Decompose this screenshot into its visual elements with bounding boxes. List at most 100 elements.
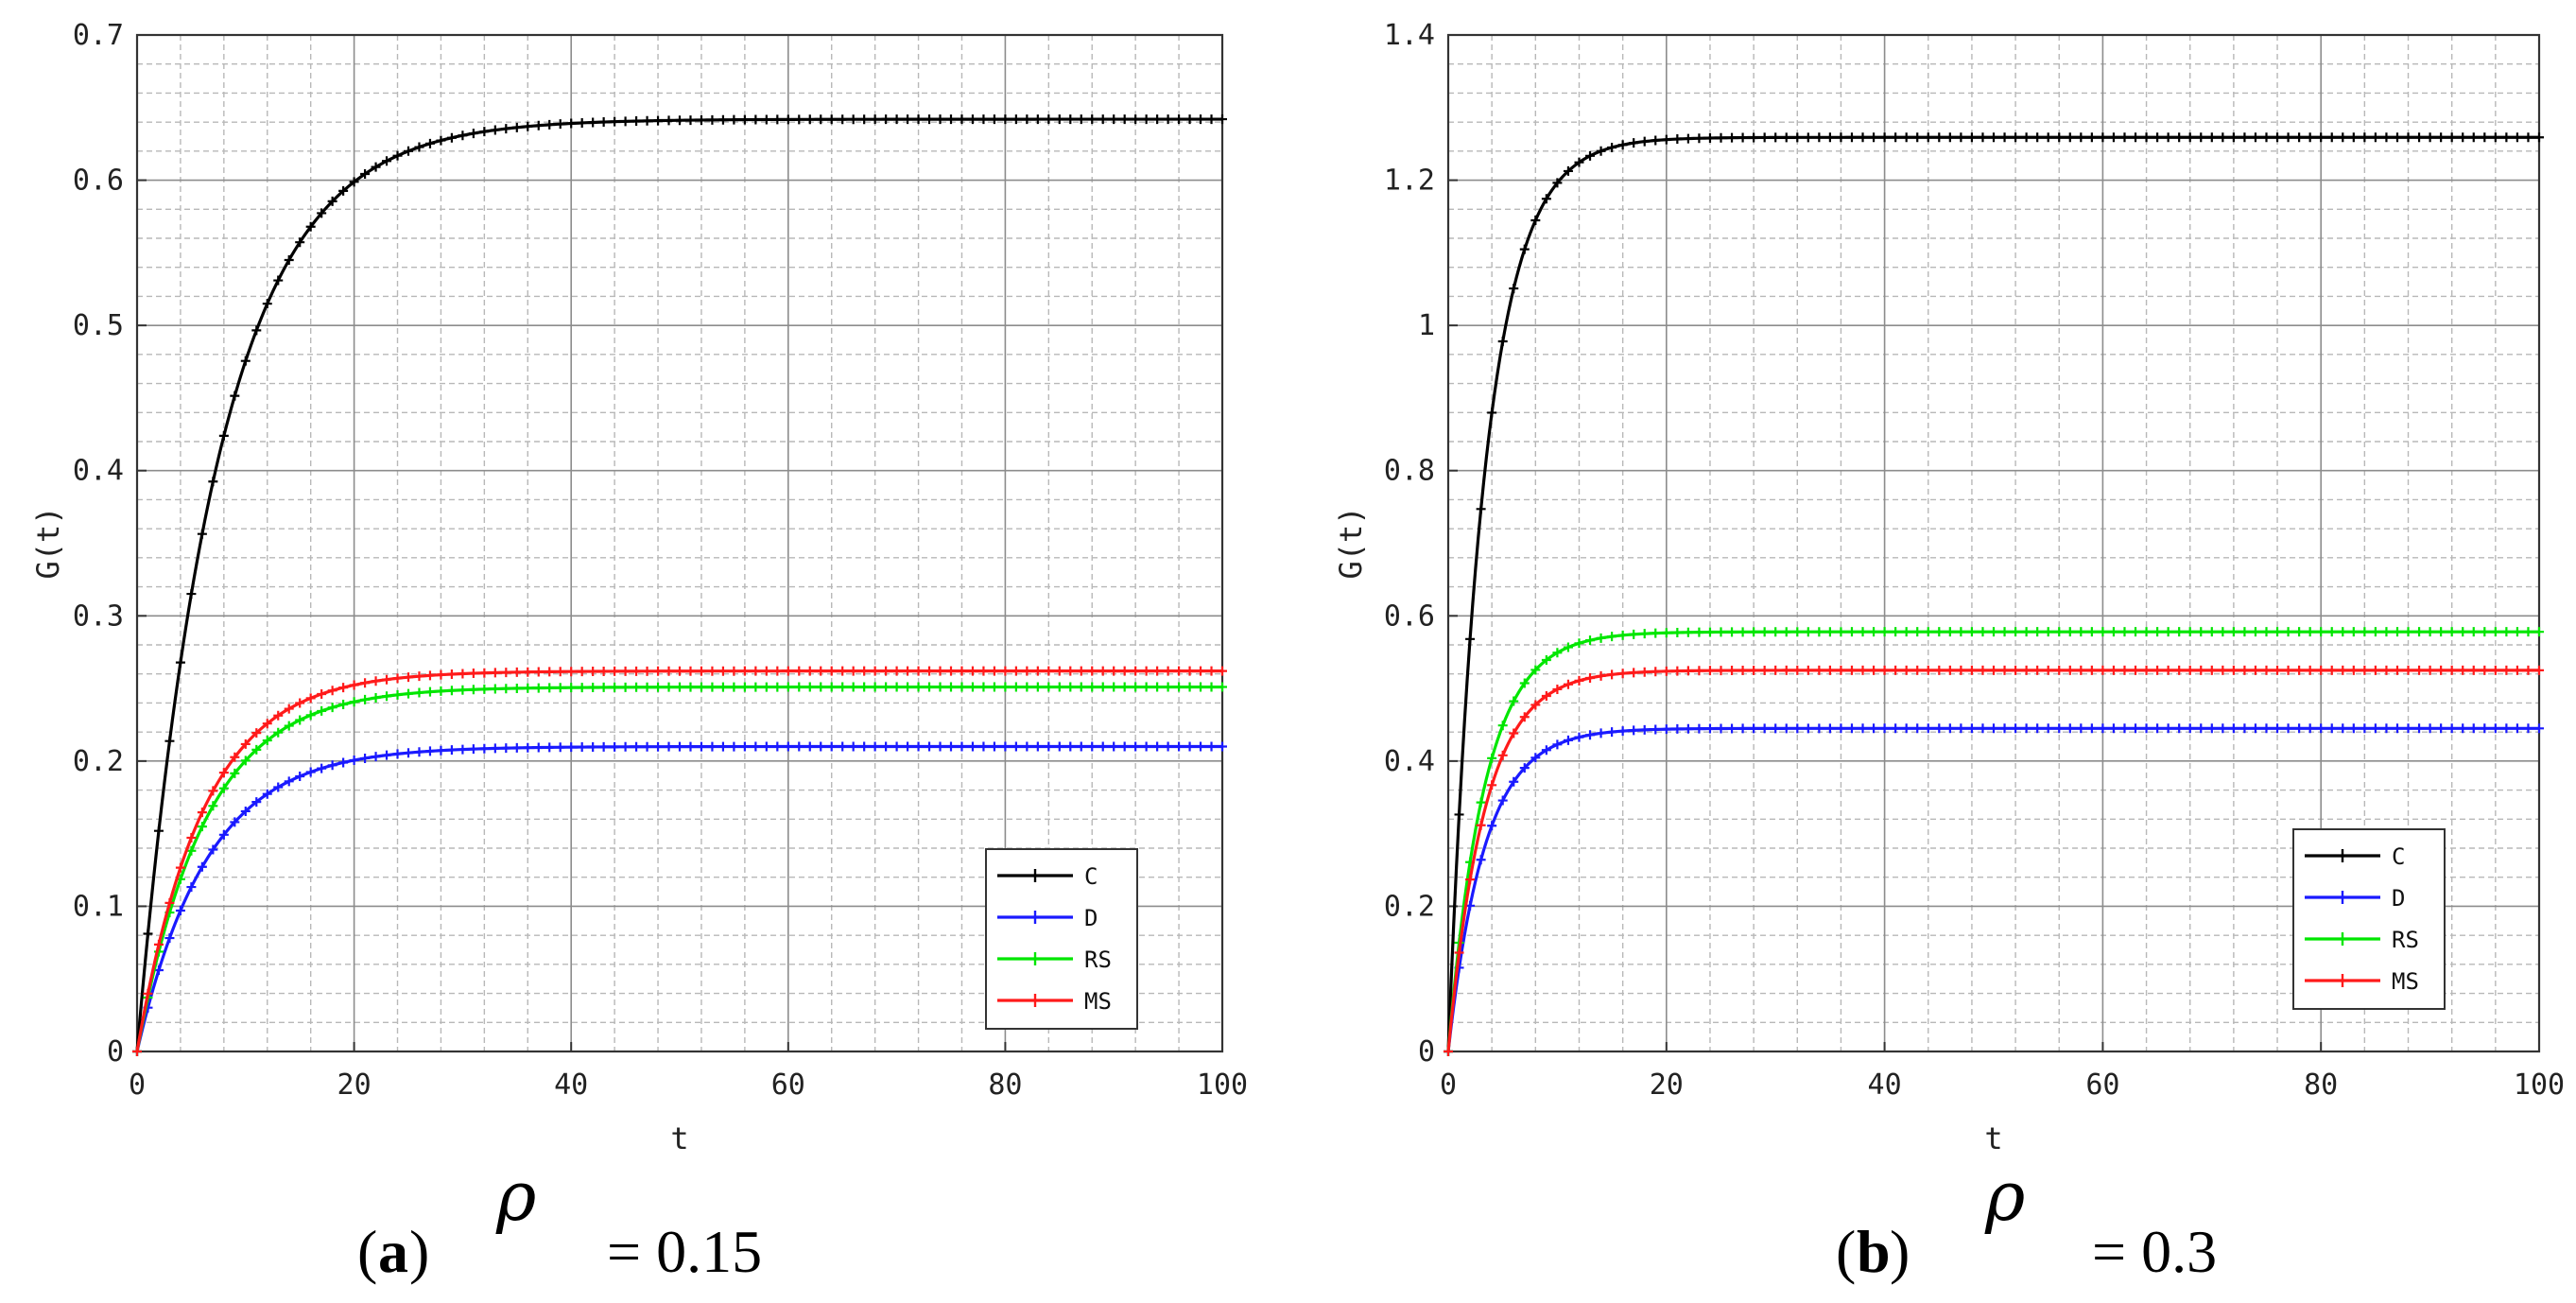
data-point <box>2446 665 2457 675</box>
data-point <box>2152 723 2163 734</box>
data-point <box>1109 682 1119 692</box>
data-point <box>751 114 761 125</box>
data-point <box>751 666 761 676</box>
data-point <box>284 704 294 714</box>
data-point <box>1054 114 1064 125</box>
data-point <box>2338 723 2348 734</box>
data-point <box>414 671 424 682</box>
data-point <box>392 689 403 700</box>
data-point <box>1966 627 1977 637</box>
data-point <box>1000 682 1011 692</box>
data-point <box>490 684 500 694</box>
data-point <box>1022 741 1032 752</box>
data-point <box>1563 735 1573 745</box>
data-point <box>2283 665 2293 675</box>
data-point <box>1803 723 1813 734</box>
data-point <box>2468 665 2479 675</box>
y-tick-label: 0.7 <box>73 19 124 52</box>
data-point <box>772 114 783 125</box>
data-point <box>2326 132 2337 143</box>
data-point <box>305 767 316 777</box>
data-point <box>2523 723 2533 734</box>
data-point <box>501 668 511 678</box>
data-point <box>2250 132 2260 143</box>
data-point <box>2261 627 2272 637</box>
data-point <box>653 682 664 692</box>
data-point <box>197 808 207 818</box>
data-point <box>1716 723 1726 734</box>
data-point <box>1574 638 1584 649</box>
data-point <box>598 682 609 692</box>
data-point <box>1879 132 1890 143</box>
data-point <box>2174 627 2185 637</box>
data-point <box>501 684 511 694</box>
data-point <box>620 666 631 676</box>
data-point <box>1966 665 1977 675</box>
data-point <box>1509 284 1519 294</box>
data-point <box>2381 723 2392 734</box>
data-point <box>2446 627 2457 637</box>
data-point <box>273 275 284 286</box>
x-tick-label: 20 <box>337 1068 372 1102</box>
data-point <box>925 682 935 692</box>
data-point <box>371 162 381 172</box>
data-point <box>989 666 999 676</box>
data-point <box>1891 665 1901 675</box>
y-tick-label: 0.4 <box>73 455 124 488</box>
data-point <box>1956 723 1966 734</box>
data-point <box>1704 723 1715 734</box>
minor-grid <box>137 35 1222 1051</box>
chart-panel-a: 0 20 40 60 80 100 0 0.1 0.2 0.3 0.4 0.5 0.6 0.7 t G(t) C… <box>30 19 1248 1156</box>
data-point <box>186 845 197 856</box>
data-point <box>653 666 664 676</box>
data-point <box>490 125 500 135</box>
data-point <box>1978 132 1988 143</box>
data-point <box>468 685 478 695</box>
data-point <box>1596 146 1606 156</box>
legend-marker <box>1029 952 1041 965</box>
data-point <box>2098 665 2108 675</box>
data-point <box>642 741 652 752</box>
data-point <box>610 682 620 692</box>
data-point <box>2403 627 2413 637</box>
data-point <box>1999 723 2010 734</box>
data-point <box>1836 723 1846 734</box>
data-point <box>946 741 956 752</box>
data-point <box>1759 723 1770 734</box>
data-point <box>533 120 544 130</box>
data-point <box>1032 114 1043 125</box>
data-point <box>1552 178 1563 188</box>
data-point <box>2131 627 2141 637</box>
data-point <box>2239 627 2250 637</box>
series-d <box>132 741 1227 1056</box>
data-point <box>1956 132 1966 143</box>
data-point <box>642 666 652 676</box>
data-point <box>946 114 956 125</box>
data-point <box>317 705 327 716</box>
data-point <box>1749 723 1759 734</box>
data-point <box>2490 627 2500 637</box>
data-point <box>859 741 870 752</box>
data-point <box>2294 723 2305 734</box>
data-point <box>2196 132 2206 143</box>
data-point <box>1617 669 1628 679</box>
data-point <box>1011 666 1021 676</box>
data-point <box>1771 723 1781 734</box>
data-point <box>1836 665 1846 675</box>
data-point <box>1141 666 1151 676</box>
data-point <box>523 683 533 693</box>
data-point <box>891 682 902 692</box>
data-point <box>675 682 684 692</box>
data-point <box>891 666 902 676</box>
data-point <box>2185 132 2195 143</box>
data-point <box>360 753 371 763</box>
data-point <box>1858 132 1868 143</box>
data-point <box>197 861 207 872</box>
data-point <box>1076 666 1086 676</box>
data-point <box>1087 666 1098 676</box>
data-point <box>1661 724 1671 735</box>
data-point <box>2021 723 2031 734</box>
caption-a-value: = 0.15 <box>607 1218 762 1285</box>
data-point <box>989 741 999 752</box>
data-point <box>349 680 359 690</box>
